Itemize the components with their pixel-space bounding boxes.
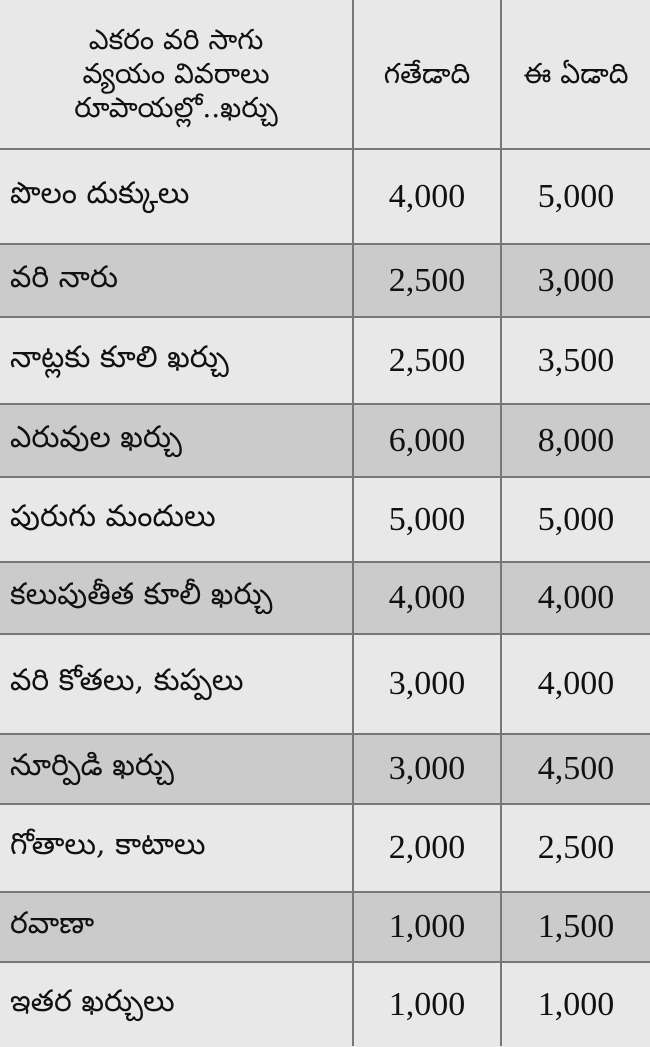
cell-this-year: 4,500: [500, 733, 650, 805]
table-row: వరి నారు 2,500 3,000: [0, 243, 650, 318]
cell-item: పురుగు మందులు: [0, 476, 354, 563]
header-last-year: గతేడాది: [352, 0, 502, 150]
table-row: కలుపుతీత కూలీ ఖర్చు 4,000 4,000: [0, 561, 650, 635]
table-row: వరి కోతలు, కుప్పలు 3,000 4,000: [0, 633, 650, 735]
cell-last-year: 4,000: [352, 561, 502, 635]
cell-last-year: 1,000: [352, 961, 502, 1046]
cell-item: నూర్పిడి ఖర్చు: [0, 733, 354, 805]
header-item-line: రూపాయల్లో..ఖర్చు: [74, 91, 278, 124]
cell-this-year: 2,500: [500, 803, 650, 893]
cell-item: కలుపుతీత కూలీ ఖర్చు: [0, 561, 354, 635]
cell-item: వరి నారు: [0, 243, 354, 318]
cell-last-year: 4,000: [352, 148, 502, 245]
header-item-line: వ్యయం వివరాలు: [82, 57, 270, 90]
header-item-line: ఎకరం వరి సాగు: [88, 23, 264, 56]
table-row: పొలం దుక్కులు 4,000 5,000: [0, 148, 650, 245]
cell-item: రవాణా: [0, 891, 354, 963]
table-row: నాట్లకు కూలి ఖర్చు 2,500 3,500: [0, 316, 650, 405]
cell-last-year: 2,500: [352, 243, 502, 318]
cell-this-year: 8,000: [500, 403, 650, 478]
header-this-year: ఈ ఏడాది: [500, 0, 650, 150]
cell-last-year: 1,000: [352, 891, 502, 963]
cell-this-year: 4,000: [500, 561, 650, 635]
cell-item: పొలం దుక్కులు: [0, 148, 354, 245]
cell-last-year: 6,000: [352, 403, 502, 478]
cell-last-year: 5,000: [352, 476, 502, 563]
header-item: ఎకరం వరి సాగు వ్యయం వివరాలు రూపాయల్లో..ఖ…: [0, 0, 354, 150]
header-row: ఎకరం వరి సాగు వ్యయం వివరాలు రూపాయల్లో..ఖ…: [0, 0, 650, 150]
table-row: నూర్పిడి ఖర్చు 3,000 4,500: [0, 733, 650, 805]
cell-this-year: 3,500: [500, 316, 650, 405]
cell-item: ఎరువుల ఖర్చు: [0, 403, 354, 478]
cell-this-year: 5,000: [500, 148, 650, 245]
cell-item: గోతాలు, కాటాలు: [0, 803, 354, 893]
cell-this-year: 1,000: [500, 961, 650, 1046]
cell-last-year: 2,000: [352, 803, 502, 893]
table-row: రవాణా 1,000 1,500: [0, 891, 650, 963]
cell-this-year: 1,500: [500, 891, 650, 963]
cell-last-year: 3,000: [352, 633, 502, 735]
cell-item: నాట్లకు కూలి ఖర్చు: [0, 316, 354, 405]
table-row: పురుగు మందులు 5,000 5,000: [0, 476, 650, 563]
table-row: ఇతర ఖర్చులు 1,000 1,000: [0, 961, 650, 1046]
cell-last-year: 2,500: [352, 316, 502, 405]
cell-item: ఇతర ఖర్చులు: [0, 961, 354, 1046]
cell-item: వరి కోతలు, కుప్పలు: [0, 633, 354, 735]
cell-this-year: 4,000: [500, 633, 650, 735]
cell-this-year: 3,000: [500, 243, 650, 318]
cell-this-year: 5,000: [500, 476, 650, 563]
table-row: గోతాలు, కాటాలు 2,000 2,500: [0, 803, 650, 893]
cell-last-year: 3,000: [352, 733, 502, 805]
table-row: ఎరువుల ఖర్చు 6,000 8,000: [0, 403, 650, 478]
